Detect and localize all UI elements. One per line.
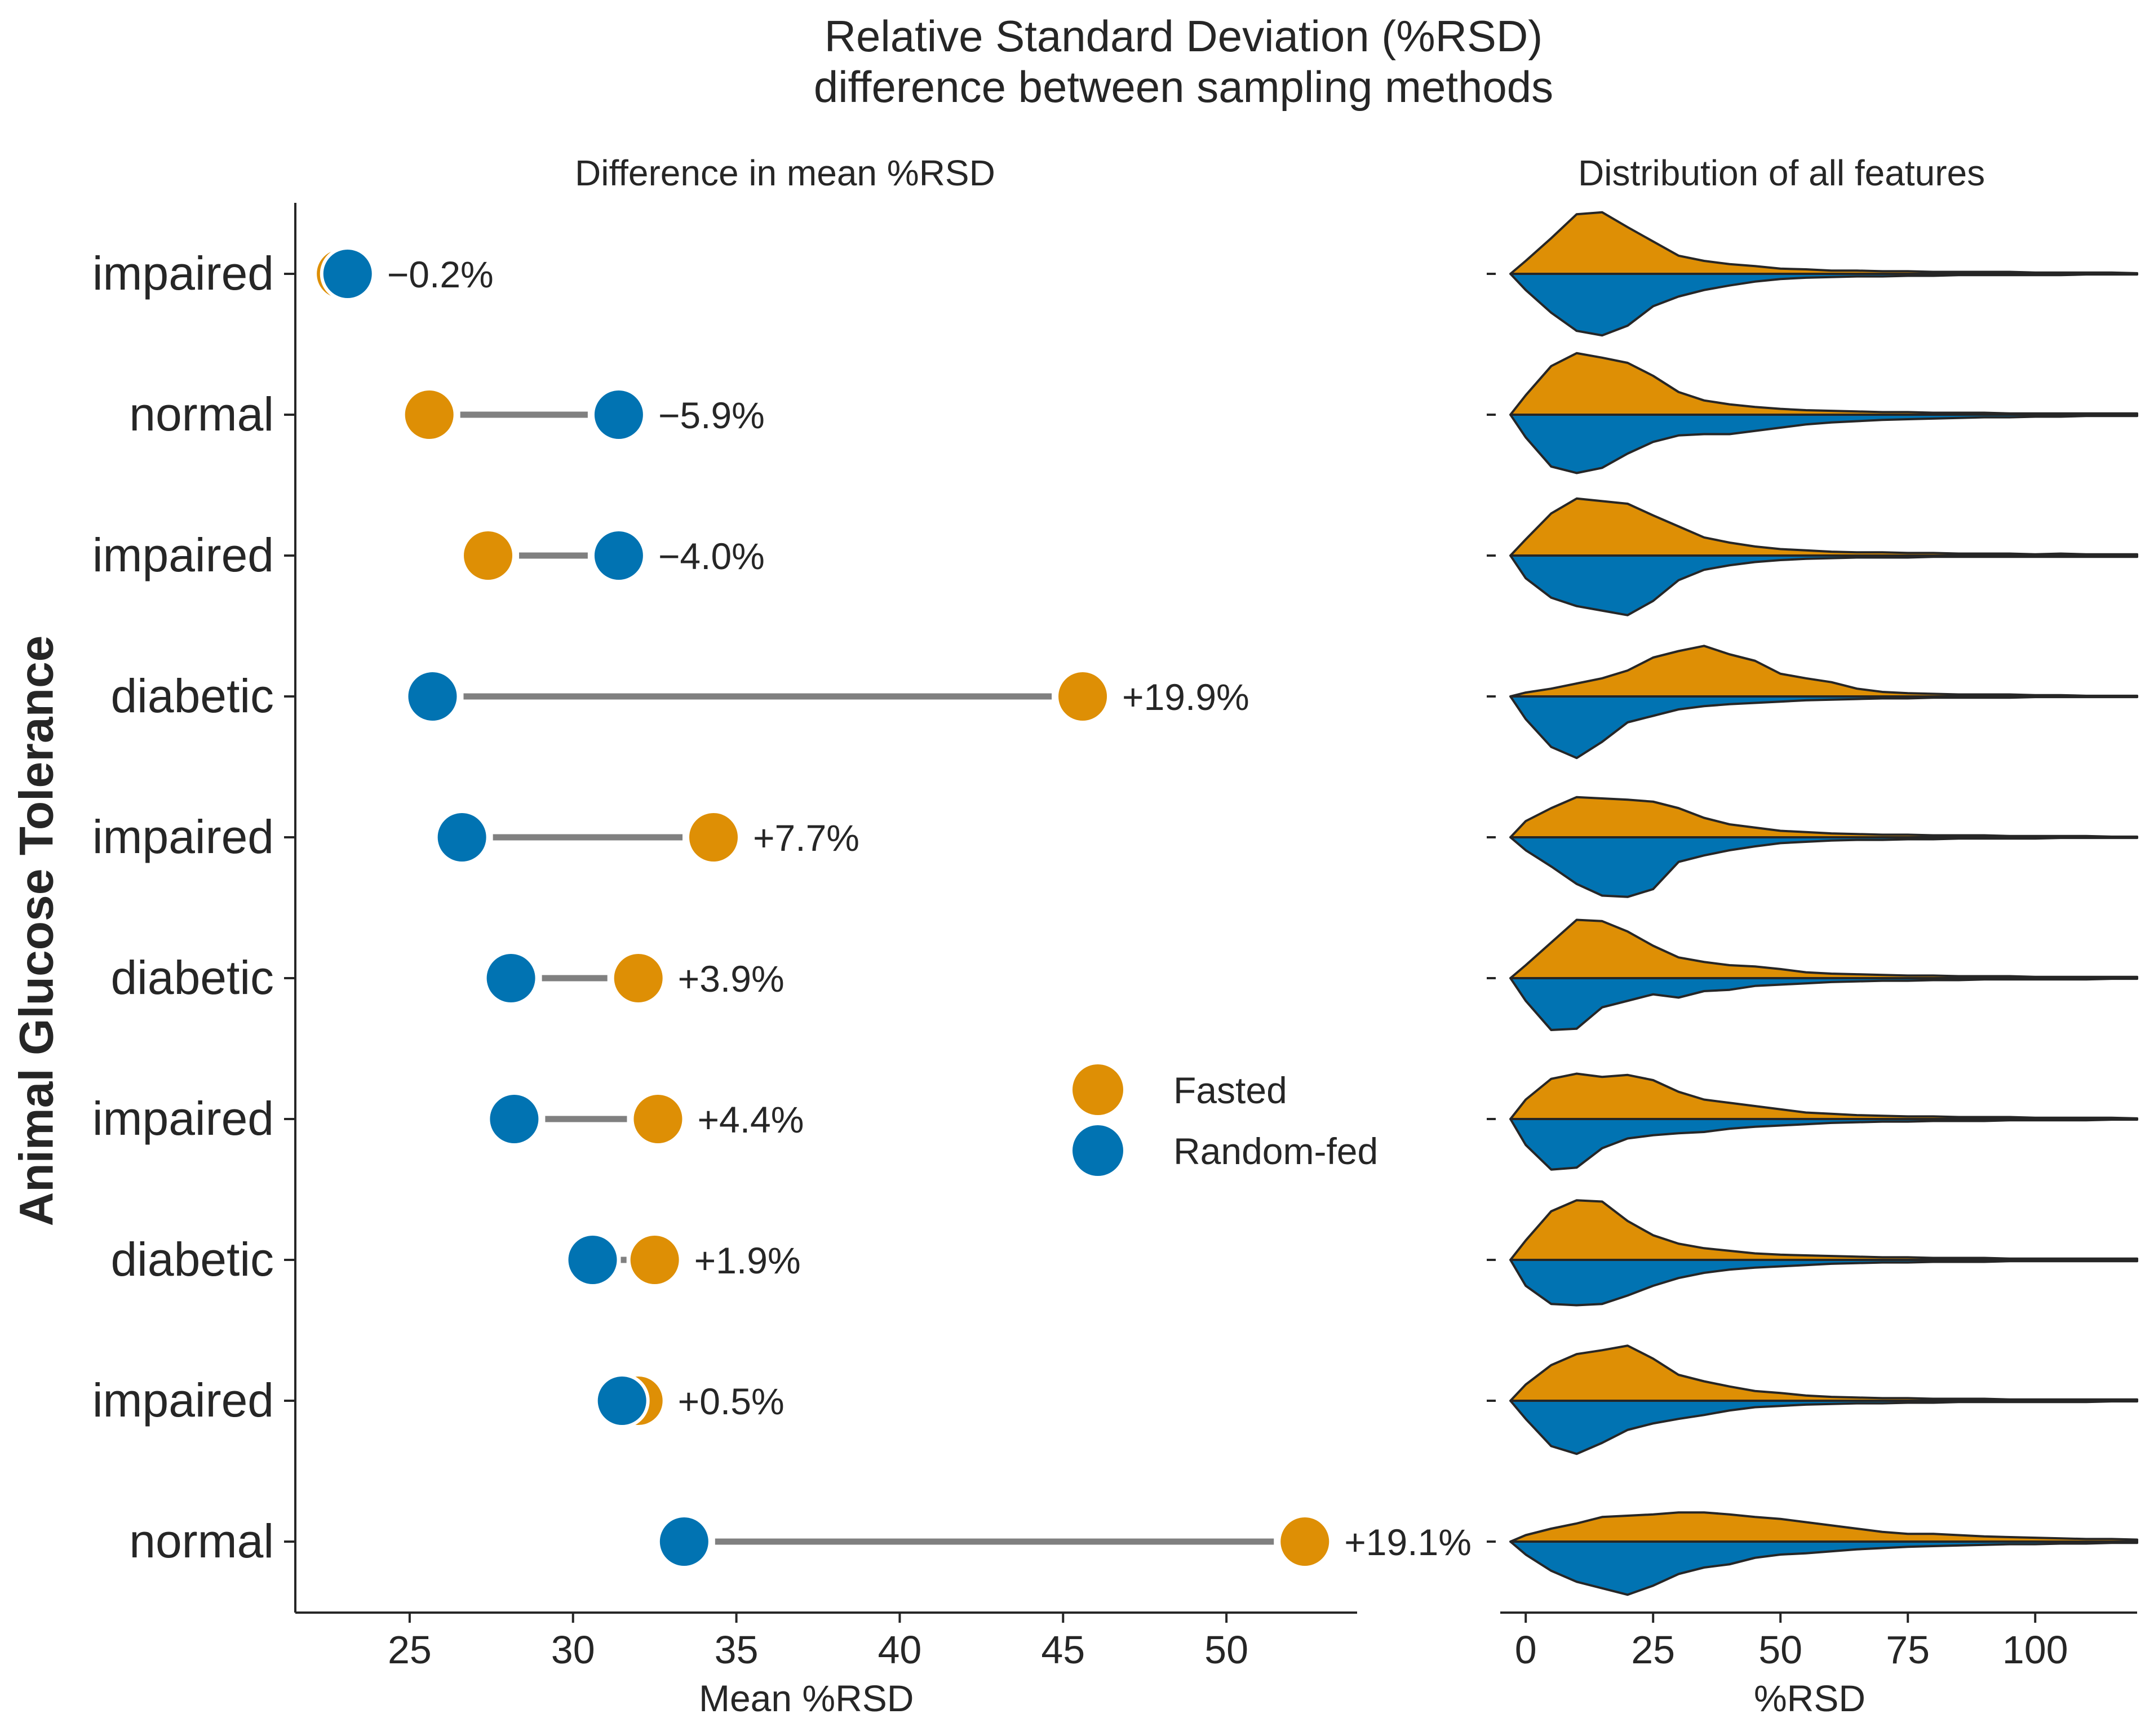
- category-label: impaired: [92, 1092, 274, 1145]
- fasted-point: [1055, 669, 1111, 724]
- difference-label: +3.9%: [678, 958, 785, 1000]
- fasted-point: [1277, 1514, 1333, 1569]
- violin-fasted-half: [1509, 352, 2138, 416]
- legend-random-fed-label: Random-fed: [1173, 1130, 1378, 1172]
- violin-random-fed-half: [1509, 273, 2138, 337]
- difference-label: +4.4%: [697, 1099, 804, 1140]
- left-x-tick-label: 50: [1204, 1628, 1248, 1672]
- fasted-point: [627, 1232, 682, 1287]
- violin-fasted-half: [1509, 1344, 2138, 1402]
- category-label: impaired: [92, 529, 274, 581]
- y-axis-label: Animal Glucose Tolerance: [10, 635, 63, 1227]
- left-x-tick-label: 40: [878, 1628, 921, 1672]
- category-label: normal: [129, 1515, 274, 1568]
- right-panel-title: Distribution of all features: [1578, 153, 1986, 193]
- legend-random-fed-marker: [1069, 1122, 1127, 1179]
- random-fed-point: [405, 669, 460, 724]
- category-label: diabetic: [110, 951, 274, 1004]
- right-x-tick-label: 25: [1631, 1628, 1675, 1672]
- violin-random-fed-half: [1509, 1259, 2138, 1307]
- left-x-axis-label: Mean %RSD: [699, 1677, 914, 1719]
- random-fed-point: [483, 951, 539, 1006]
- violin-random-fed-half: [1509, 695, 2138, 760]
- violin-random-fed-half: [1509, 414, 2138, 474]
- violin-random-fed-half: [1509, 836, 2138, 898]
- random-fed-point: [594, 1373, 650, 1428]
- difference-label: −5.9%: [658, 394, 765, 436]
- random-fed-point: [565, 1232, 621, 1287]
- random-fed-point: [434, 810, 490, 865]
- random-fed-point: [656, 1514, 712, 1569]
- left-x-tick-label: 30: [551, 1628, 595, 1672]
- category-label: impaired: [92, 1374, 274, 1427]
- figure-title-line-2: difference between sampling methods: [813, 62, 1554, 112]
- violin-fasted-half: [1509, 796, 2138, 838]
- difference-label: +1.9%: [694, 1240, 801, 1281]
- random-fed-point: [320, 246, 375, 301]
- right-x-tick-label: 0: [1515, 1628, 1537, 1672]
- fasted-point: [401, 387, 457, 442]
- violin-random-fed-half: [1509, 1400, 2138, 1455]
- violin-fasted-half: [1509, 645, 2138, 698]
- violin-fasted-half: [1509, 211, 2138, 275]
- fasted-point: [686, 810, 742, 865]
- fasted-point: [610, 951, 666, 1006]
- violin-fasted-half: [1509, 1072, 2138, 1120]
- category-label: diabetic: [110, 669, 274, 722]
- random-fed-point: [591, 387, 646, 442]
- right-x-tick-label: 75: [1886, 1628, 1930, 1672]
- right-x-tick-label: 50: [1758, 1628, 1802, 1672]
- random-fed-point: [486, 1091, 542, 1147]
- violin-random-fed-half: [1509, 1118, 2138, 1171]
- difference-label: +0.5%: [678, 1380, 785, 1422]
- fasted-point: [630, 1091, 686, 1147]
- violin-panel: 0 25 50 75 100: [1487, 211, 2138, 1672]
- left-panel-title: Difference in mean %RSD: [575, 153, 995, 193]
- right-x-axis-label: %RSD: [1754, 1677, 1866, 1719]
- category-label: impaired: [92, 247, 274, 300]
- legend-fasted-label: Fasted: [1173, 1069, 1287, 1111]
- violin-random-fed-half: [1509, 1540, 2138, 1596]
- difference-label: −4.0%: [658, 535, 765, 577]
- left-x-tick-label: 45: [1041, 1628, 1085, 1672]
- violin-fasted-half: [1509, 1199, 2138, 1261]
- difference-label: +19.9%: [1122, 676, 1249, 718]
- category-label: diabetic: [110, 1233, 274, 1286]
- difference-label: −0.2%: [387, 254, 494, 295]
- category-label: impaired: [92, 810, 274, 863]
- difference-label: +7.7%: [753, 817, 859, 859]
- category-label: normal: [129, 388, 274, 441]
- violin-random-fed-half: [1509, 977, 2138, 1031]
- violin-random-fed-half: [1509, 554, 2138, 616]
- dumbbell-panel: 25 30 35 40 45 50 impaired −0.2% normal −5.9% impa…: [92, 203, 1472, 1672]
- violin-fasted-half: [1509, 497, 2138, 557]
- legend-fasted-marker: [1069, 1061, 1127, 1118]
- right-x-tick-label: 100: [2002, 1628, 2068, 1672]
- left-x-tick-label: 35: [715, 1628, 759, 1672]
- difference-label: +19.1%: [1344, 1521, 1472, 1563]
- violin-fasted-half: [1509, 918, 2138, 979]
- random-fed-point: [591, 528, 646, 583]
- left-x-tick-label: 25: [388, 1628, 432, 1672]
- figure-title-line-1: Relative Standard Deviation (%RSD): [824, 11, 1543, 61]
- fasted-point: [460, 528, 516, 583]
- violin-fasted-half: [1509, 1511, 2138, 1543]
